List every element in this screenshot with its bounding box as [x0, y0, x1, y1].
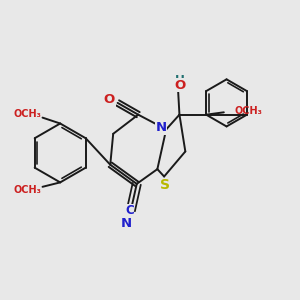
Text: S: S	[160, 178, 170, 192]
Text: O: O	[174, 79, 186, 92]
Text: O: O	[104, 93, 115, 106]
Text: OCH₃: OCH₃	[13, 185, 41, 195]
Text: H: H	[175, 74, 185, 87]
Text: N: N	[121, 217, 132, 230]
Text: N: N	[155, 122, 167, 134]
Text: OCH₃: OCH₃	[234, 106, 262, 116]
Text: OCH₃: OCH₃	[13, 109, 41, 119]
Text: C: C	[125, 205, 134, 218]
